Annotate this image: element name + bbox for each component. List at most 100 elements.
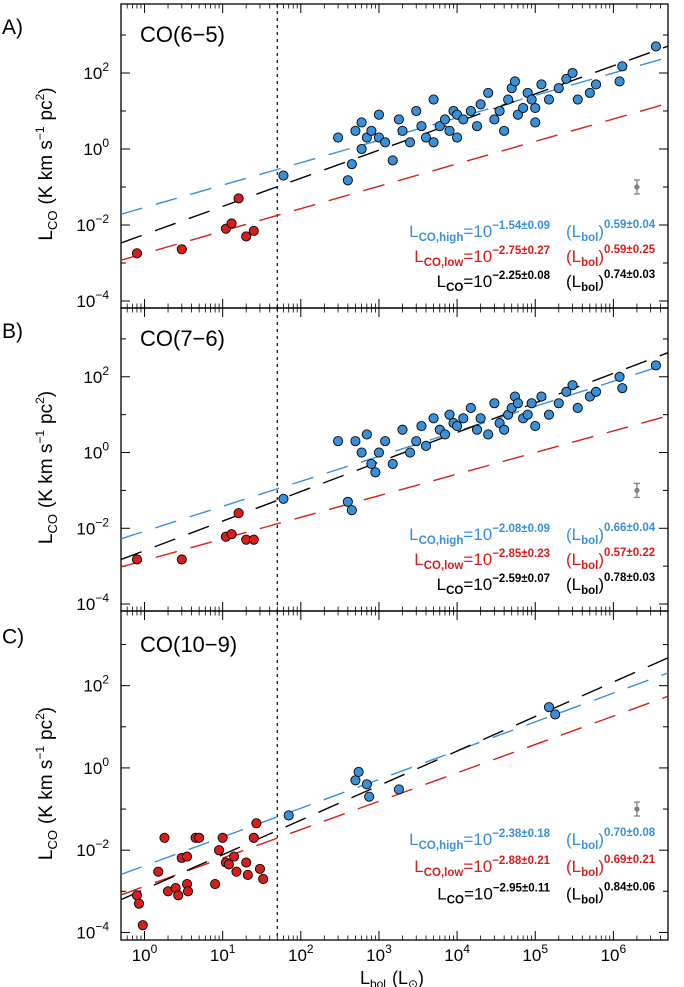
x-tick-base: 10 xyxy=(210,946,229,965)
fit-label-sub: CO xyxy=(446,585,463,597)
y-label-unit: (K km s xyxy=(36,140,57,204)
data-point-high xyxy=(333,436,344,447)
data-point-low xyxy=(242,869,253,880)
fit-label-sub: CO xyxy=(447,894,464,906)
fit-pow-sub: bol xyxy=(581,867,598,879)
fit-pow-close: ) xyxy=(598,272,604,291)
fit-label-main: L xyxy=(437,272,446,291)
data-point-high xyxy=(572,94,583,105)
fit-pow-open: (L xyxy=(566,525,581,544)
y-tick-exp: −4 xyxy=(95,919,109,933)
y-axis-label: LCO (K km s−1 pc2) xyxy=(33,391,60,544)
y-label-sub: CO xyxy=(45,830,60,850)
y-tick-label: 10−4 xyxy=(76,919,109,942)
y-label-sub: CO xyxy=(45,211,60,231)
data-point-high xyxy=(393,114,404,125)
errorbar-point xyxy=(634,487,640,493)
data-point-low xyxy=(258,873,269,884)
fit-coef-base: 10 xyxy=(474,884,493,903)
x-tick-label: 100 xyxy=(132,942,158,965)
y-axis-label: LCO (K km s−1 pc2) xyxy=(33,707,60,860)
y-tick-exp: 2 xyxy=(102,364,109,378)
data-point-low xyxy=(181,851,193,862)
data-point-high xyxy=(452,420,463,432)
plot-area xyxy=(121,611,668,940)
data-point-high xyxy=(499,424,510,435)
fit-label-sub: CO xyxy=(446,282,463,294)
y-tick-exp: −2 xyxy=(95,837,109,851)
fit-power-high: (Lbol)0.66±0.04 xyxy=(566,522,656,547)
data-point-low xyxy=(131,890,143,901)
fit-label-main: L xyxy=(414,247,423,266)
fit-label-main: L xyxy=(409,525,418,544)
data-point-high xyxy=(503,94,514,105)
fit-line-low xyxy=(121,695,668,896)
data-point-high xyxy=(536,79,547,90)
data-point-high xyxy=(489,398,500,409)
data-point-high xyxy=(550,709,561,720)
data-point-high xyxy=(397,125,408,136)
fit-coef-exp: −2.75±0.27 xyxy=(492,245,550,257)
fit-pow-exp: 0.78±0.03 xyxy=(604,572,655,584)
data-point-high xyxy=(380,137,391,148)
fit-eq-sign: = xyxy=(464,884,474,903)
y-label-unit-pc-exp: 2 xyxy=(33,93,47,100)
data-point-high xyxy=(543,94,555,105)
data-point-high xyxy=(420,440,432,451)
y-tick-base: 10 xyxy=(83,368,102,387)
fit-line-high xyxy=(121,363,668,540)
data-point-low xyxy=(153,866,164,877)
data-point-high xyxy=(590,386,602,397)
fit-line-high xyxy=(121,672,668,876)
fit-coef-exp: −2.59±0.07 xyxy=(492,573,550,585)
fit-pow-exp: 0.57±0.22 xyxy=(604,547,655,559)
data-point-low xyxy=(133,898,145,909)
fit-coef-base: 10 xyxy=(473,830,492,849)
y-tick-exp: 0 xyxy=(102,136,109,150)
y-tick-label: 102 xyxy=(83,364,109,387)
fit-equation-all: LCO=10−2.25±0.08 xyxy=(437,270,551,294)
fit-pow-exp: 0.70±0.08 xyxy=(604,827,656,839)
x-tick-label: 102 xyxy=(288,942,314,965)
fit-equation-high: LCO,high=10−2.08±0.09 xyxy=(409,523,550,547)
data-point-high xyxy=(614,371,625,382)
data-point-high xyxy=(536,391,547,402)
data-point-high xyxy=(483,429,494,440)
data-point-high xyxy=(475,99,486,110)
fit-line-all xyxy=(121,657,668,901)
x-label-unit-close: ) xyxy=(418,968,424,987)
data-point-high xyxy=(416,420,427,432)
data-point-high xyxy=(380,436,391,447)
fit-power-low: (Lbol)0.57±0.22 xyxy=(566,547,655,572)
fit-label-sub: CO,high xyxy=(419,232,464,244)
data-point-high xyxy=(428,94,439,105)
y-tick-base: 10 xyxy=(76,923,95,942)
plot-frame xyxy=(120,610,669,941)
fit-eq-sign: = xyxy=(463,550,473,569)
data-point-high xyxy=(333,132,344,143)
fit-label-main: L xyxy=(409,830,418,849)
x-label-unit-symbol: ⊙ xyxy=(408,977,418,987)
fit-pow-sub: bol xyxy=(581,894,598,906)
fit-pow-close: ) xyxy=(598,830,604,849)
y-label-close: ) xyxy=(36,87,57,93)
y-label-unit: (K km s xyxy=(36,444,57,508)
y-label-unit-exp: −1 xyxy=(33,430,47,444)
data-point-high xyxy=(434,121,445,132)
y-label-unit-exp: −1 xyxy=(33,746,47,760)
y-label-unit-pc-exp: 2 xyxy=(33,713,47,720)
data-point-high xyxy=(567,380,578,391)
y-tick-label: 10−2 xyxy=(76,837,109,860)
fit-coef-exp: −2.95±0.11 xyxy=(493,882,551,894)
data-point-low xyxy=(137,920,148,931)
fit-pow-open: (L xyxy=(566,884,581,903)
data-point-high xyxy=(387,155,398,166)
fit-pow-sub: bol xyxy=(581,585,598,597)
data-point-high xyxy=(342,496,353,507)
data-point-high xyxy=(561,386,572,397)
fit-coef-base: 10 xyxy=(473,525,492,544)
fit-coef-exp: −1.54±0.09 xyxy=(492,220,550,232)
data-point-low xyxy=(131,248,143,259)
y-tick-label: 10−4 xyxy=(76,288,109,311)
